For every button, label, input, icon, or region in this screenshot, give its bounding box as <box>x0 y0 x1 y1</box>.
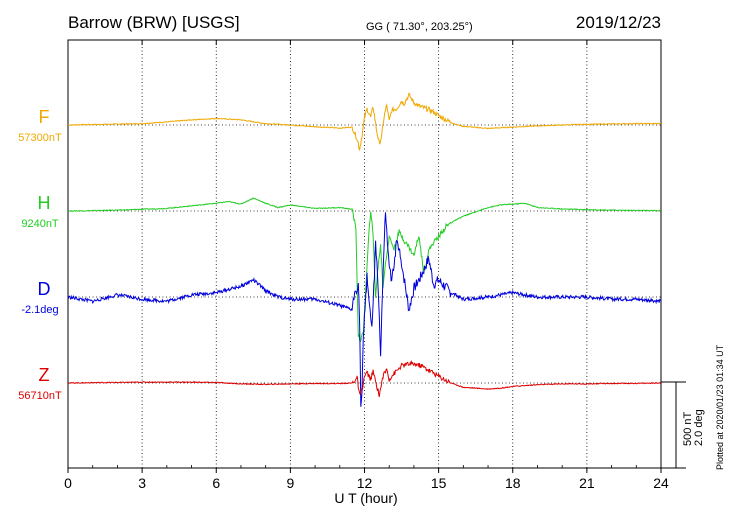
x-tick-label: 21 <box>579 475 595 491</box>
station-title: Barrow (BRW) [USGS] <box>68 13 240 32</box>
series-trace-f <box>67 92 662 151</box>
x-axis-ticks: 0 3 6 9 12 15 18 21 24 <box>64 40 669 491</box>
series-trace-z <box>67 360 662 398</box>
x-tick-label: 15 <box>431 475 447 491</box>
series-trace-d <box>67 212 662 407</box>
x-tick-label: 0 <box>64 475 72 491</box>
series-baseline-h: 9240nT <box>21 218 59 230</box>
scale-label-deg: 2.0 deg <box>693 409 705 446</box>
plotted-at-note: Plotted at 2020/01/23 01:34 UT <box>715 344 725 470</box>
series-name-z: Z <box>39 365 50 385</box>
x-tick-label: 12 <box>357 475 373 491</box>
series-baseline-d: -2.1deg <box>21 304 58 316</box>
series-name-f: F <box>39 107 50 127</box>
x-tick-label: 9 <box>286 475 294 491</box>
station-coordinates: GG ( 71.30°, 203.25°) <box>366 21 473 33</box>
x-axis-label: U T (hour) <box>334 490 397 506</box>
series-name-h: H <box>38 193 51 213</box>
series-traces <box>67 92 662 407</box>
x-tick-label: 6 <box>212 475 220 491</box>
x-tick-label: 24 <box>653 475 669 491</box>
series-baseline-z: 56710nT <box>18 390 62 402</box>
series-labels: F 57300nT H 9240nT D -2.1deg Z 56710nT <box>18 107 62 402</box>
x-tick-label: 18 <box>505 475 521 491</box>
grid-lines <box>141 40 588 468</box>
series-name-d: D <box>38 279 51 299</box>
chart-date: 2019/12/23 <box>576 13 661 32</box>
x-tick-label: 3 <box>138 475 146 491</box>
scale-label-nt: 500 nT <box>682 411 694 446</box>
series-baseline-f: 57300nT <box>18 132 62 144</box>
